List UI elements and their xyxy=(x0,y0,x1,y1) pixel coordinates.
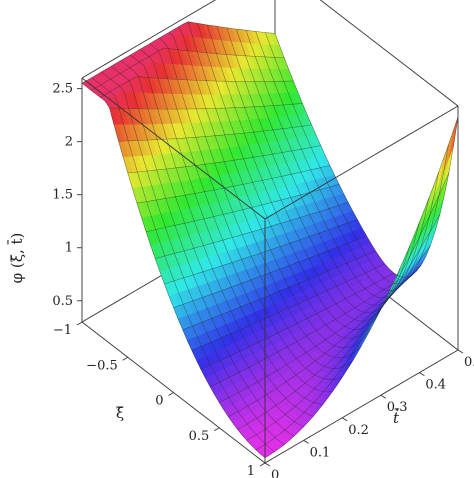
z-axis-label: φ (ξ̄, t̄) xyxy=(8,233,26,284)
y-tick-label: 0 xyxy=(271,468,279,478)
y-tick-mark xyxy=(264,462,271,467)
mesh-line xyxy=(101,71,285,445)
x-tick-mark xyxy=(76,321,83,326)
y-tick-mark xyxy=(457,349,464,354)
mesh-line xyxy=(274,33,459,278)
mesh-line xyxy=(236,29,420,306)
mesh-line xyxy=(187,21,372,349)
mesh-line xyxy=(216,26,401,322)
axis-ticks: 0.5 1 1.5 2 2.5 −1 −0.5 0 0.5 1 0 0.1 0.2 0.3 0.4 0.5 xyxy=(52,82,474,478)
z-tick-label: 2 xyxy=(65,135,73,150)
x-axis-label: ξ̄ xyxy=(116,404,124,422)
mesh-line xyxy=(120,60,304,428)
x-tick-label: −1 xyxy=(53,323,72,338)
x-tick-mark xyxy=(168,392,174,396)
y-tick-label: 0.1 xyxy=(310,445,331,460)
y-tick-mark xyxy=(341,417,348,422)
mesh-line xyxy=(91,77,275,452)
z-tick-label: 1 xyxy=(65,241,73,256)
x-tick-mark xyxy=(214,427,220,432)
y-tick-label: 0.3 xyxy=(387,400,408,415)
box-front-edges xyxy=(81,77,459,464)
mesh-line xyxy=(81,83,266,458)
surface-mesh xyxy=(81,21,459,458)
x-tick-mark xyxy=(122,356,128,361)
mesh-line xyxy=(197,23,382,339)
mesh-line xyxy=(168,32,353,369)
box-edge xyxy=(264,349,459,464)
box-edge xyxy=(264,105,459,220)
x-tick-label: 0 xyxy=(155,394,163,409)
mesh-line xyxy=(139,49,323,405)
mesh-line xyxy=(265,32,449,285)
y-axis-label: t̄ xyxy=(393,409,400,427)
mesh-line xyxy=(110,66,295,437)
mesh-line xyxy=(159,37,343,381)
box-edge xyxy=(319,0,459,107)
x-tick-label: 1 xyxy=(247,464,255,478)
surface-cell xyxy=(448,116,459,160)
box-edge xyxy=(81,0,217,79)
mesh-line xyxy=(255,31,439,291)
mesh-line xyxy=(149,43,333,393)
y-tick-label: 0.2 xyxy=(348,423,369,438)
x-tick-label: −0.5 xyxy=(86,358,118,373)
z-tick-label: 1.5 xyxy=(52,188,73,203)
z-tick-label: 2.5 xyxy=(52,82,73,97)
mesh-line xyxy=(178,26,362,359)
mesh-line xyxy=(207,24,391,330)
y-tick-label: 0.4 xyxy=(425,378,446,393)
y-tick-mark xyxy=(303,440,309,444)
mesh-line xyxy=(226,27,411,314)
x-tick-label: 0.5 xyxy=(189,429,210,444)
x-tick-mark xyxy=(259,462,266,467)
mesh-line xyxy=(130,54,314,417)
y-tick-label: 0.5 xyxy=(464,355,474,370)
box-edge xyxy=(81,77,266,220)
z-tick-label: 0.5 xyxy=(52,294,73,309)
y-tick-mark xyxy=(380,394,387,399)
y-tick-mark xyxy=(419,372,425,376)
